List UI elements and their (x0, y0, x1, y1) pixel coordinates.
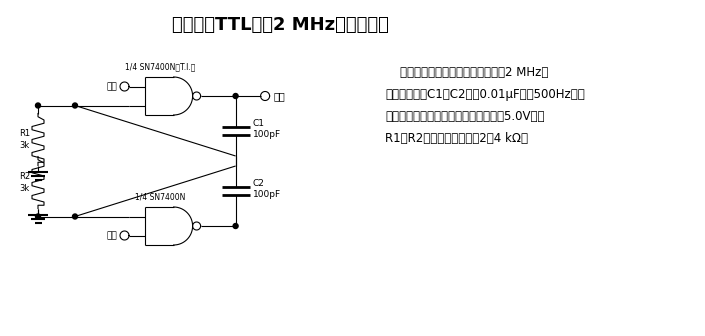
Text: C2
100pF: C2 100pF (252, 179, 281, 199)
Text: 1/4 SN7400N: 1/4 SN7400N (135, 192, 186, 201)
Text: 1/4 SN7400N（T.I.）: 1/4 SN7400N（T.I.） (125, 62, 196, 71)
Polygon shape (35, 103, 40, 108)
Text: R2
3k: R2 3k (19, 172, 30, 193)
Polygon shape (73, 103, 78, 108)
Text: 使用如图所示的数值，电路可产生2 MHz的: 使用如图所示的数值，电路可产生2 MHz的 (385, 66, 548, 79)
Polygon shape (73, 214, 78, 219)
Polygon shape (35, 214, 40, 219)
Text: 使用两只TTL门的2 MHz方波发生器: 使用两只TTL门的2 MHz方波发生器 (171, 16, 388, 34)
Text: 空脚: 空脚 (106, 231, 117, 240)
Text: C1
100pF: C1 100pF (252, 119, 281, 139)
Polygon shape (233, 93, 238, 98)
Text: 对称方波。将C1和C2改为0.01μF可得500Hz的频: 对称方波。将C1和C2改为0.01μF可得500Hz的频 (385, 88, 584, 101)
Text: 输出: 输出 (274, 91, 286, 101)
Text: R1
3k: R1 3k (19, 129, 30, 150)
Text: 空脚: 空脚 (106, 82, 117, 91)
Text: R1与R2的可靠工作范围为2～4 kΩ。: R1与R2的可靠工作范围为2～4 kΩ。 (385, 132, 528, 145)
Text: 率。对于特定的集成电路和电源电压（5.0V），: 率。对于特定的集成电路和电源电压（5.0V）， (385, 110, 544, 123)
Polygon shape (233, 223, 238, 228)
